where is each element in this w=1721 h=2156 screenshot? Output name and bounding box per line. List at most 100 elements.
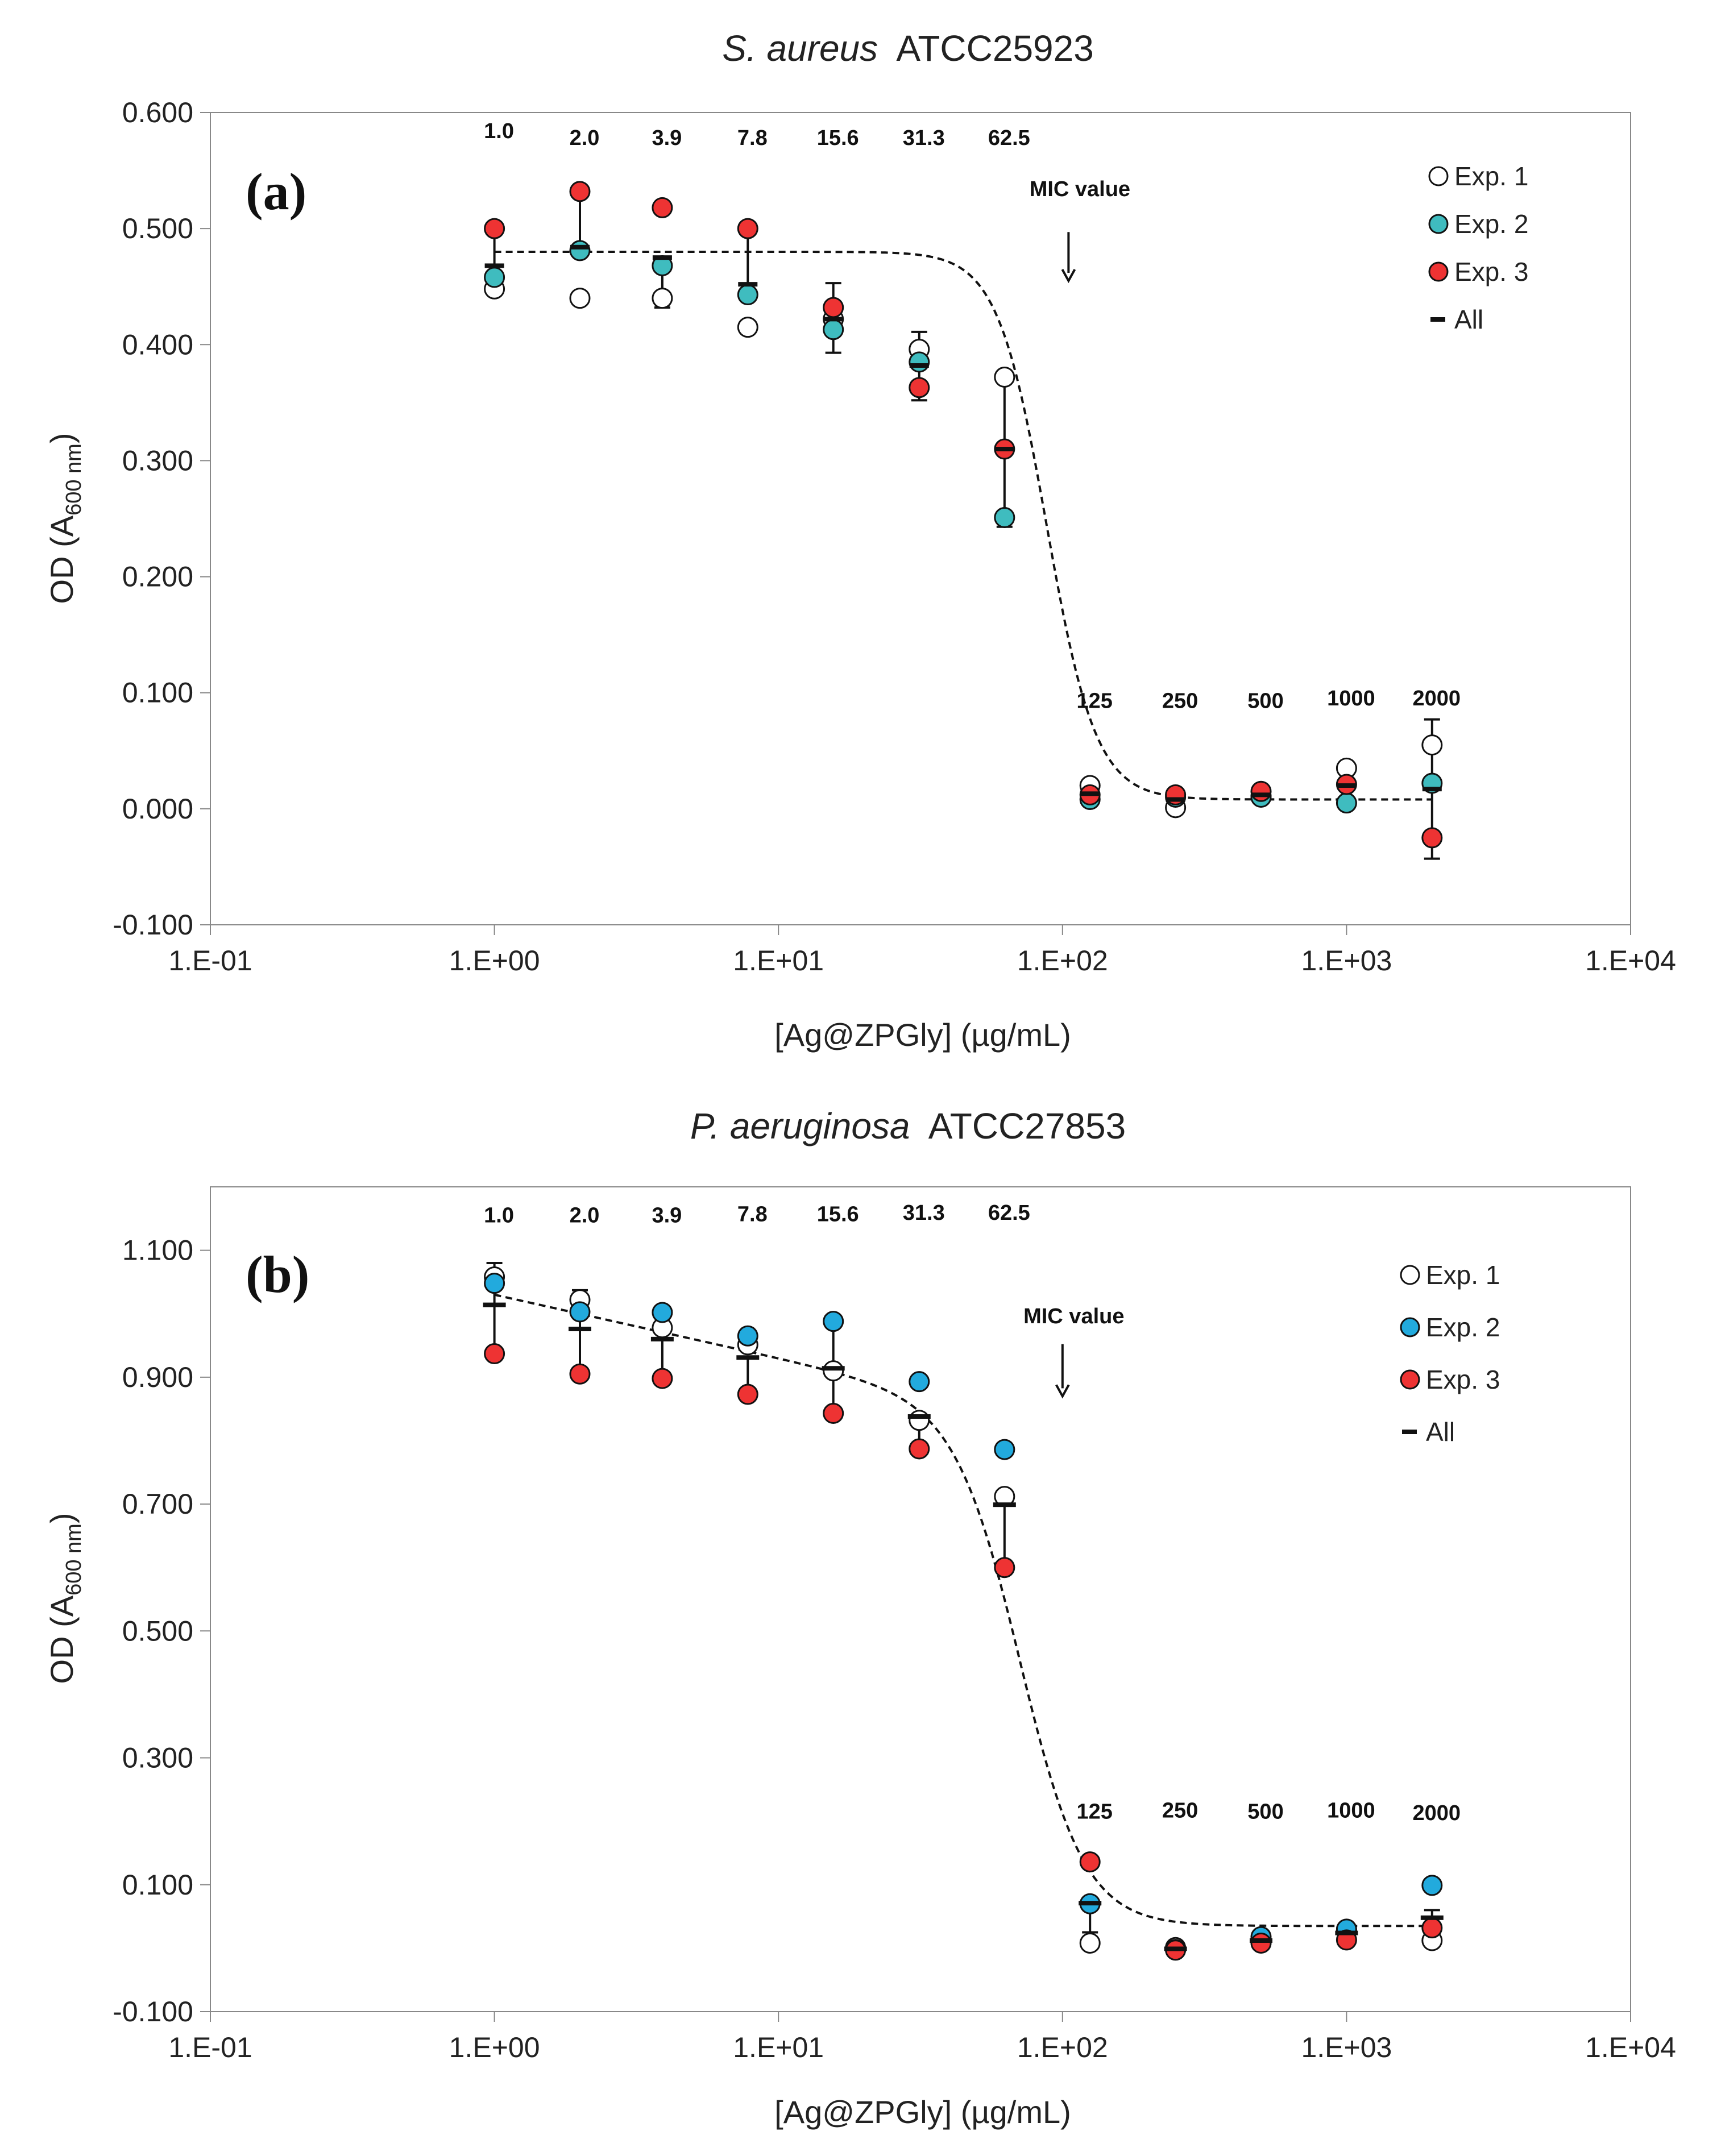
data-point-exp-2 <box>909 1371 930 1393</box>
data-point-exp-2 <box>1421 1875 1443 1896</box>
concentration-label: 500 <box>1247 689 1283 713</box>
mean-marker <box>1337 783 1357 788</box>
data-point-exp-2 <box>569 1301 591 1323</box>
y-tick-label: 1.100 <box>122 1235 193 1266</box>
fit-curve-line <box>494 1293 1432 1927</box>
mean-marker <box>484 263 504 268</box>
y-tick-label: 0.100 <box>122 1869 193 1901</box>
data-point-exp-1 <box>909 1410 930 1431</box>
data-point-exp-3 <box>652 197 673 218</box>
concentration-label: 1.0 <box>484 119 514 143</box>
mean-marker <box>1250 1938 1273 1943</box>
y-tick-label: 0.100 <box>122 677 193 709</box>
x-tick-label: 1.E-01 <box>168 2032 252 2063</box>
data-point-exp-3 <box>569 1363 591 1385</box>
y-tick-label: 0.500 <box>122 213 193 244</box>
legend-label: Exp. 2 <box>1454 209 1528 239</box>
concentration-label: 1000 <box>1327 1798 1375 1822</box>
y-axis-label-subscript: 600 nm <box>62 1523 86 1596</box>
data-points-b <box>484 1266 1443 1961</box>
concentration-label: 62.5 <box>988 126 1030 150</box>
concentration-label: 62.5 <box>988 1201 1030 1225</box>
concentration-label: 3.9 <box>652 1204 682 1228</box>
y-tick-label: -0.100 <box>113 909 193 941</box>
legend-marker <box>1400 1317 1420 1337</box>
concentration-labels-b: 1.0 2.0 3.9 7.8 15.6 31.3 62.5 125 250 500 1000 200… <box>484 1201 1461 1825</box>
legend-label: Exp. 2 <box>1426 1312 1500 1342</box>
mic-label: MIC value <box>1023 1305 1124 1328</box>
data-point-exp-3 <box>737 218 758 239</box>
y-axis-ticks-b: -0.100 0.100 0.300 0.500 0.700 0.900 1.100 <box>113 1235 210 2028</box>
data-point-exp-2 <box>994 1439 1015 1460</box>
concentration-label: 250 <box>1162 689 1198 713</box>
y-tick-label: 0.200 <box>122 561 193 593</box>
y-axis-label-close: ) <box>44 433 80 444</box>
x-tick-label: 1.E+01 <box>733 2032 824 2063</box>
data-point-exp-3 <box>823 297 844 318</box>
mic-arrow-head <box>1061 269 1076 284</box>
data-point-exp-1 <box>737 317 758 338</box>
y-tick-label: 0.400 <box>122 329 193 360</box>
data-point-exp-2 <box>1336 792 1357 814</box>
mean-marker <box>1166 797 1185 802</box>
y-tick-label: 0.300 <box>122 1742 193 1774</box>
x-tick-label: 1.E-01 <box>168 945 252 977</box>
data-point-exp-3 <box>994 1557 1015 1578</box>
data-point-exp-2 <box>823 1311 844 1332</box>
concentration-label: 31.3 <box>903 1201 945 1225</box>
data-point-exp-1 <box>823 1360 844 1382</box>
data-point-exp-2 <box>484 267 505 288</box>
data-point-exp-1 <box>994 366 1015 388</box>
legend-marker <box>1400 1265 1420 1285</box>
data-point-exp-3 <box>1421 827 1443 849</box>
chart-title-strain: ATCC25923 <box>896 28 1093 69</box>
error-bars-a <box>486 190 1440 860</box>
fit-curve-a <box>494 251 1432 801</box>
concentration-label: 250 <box>1162 1798 1198 1822</box>
concentration-label: 500 <box>1247 1800 1283 1824</box>
mean-marker <box>994 447 1014 452</box>
data-point-exp-3 <box>569 181 591 202</box>
data-point-exp-3 <box>1250 1932 1272 1954</box>
data-point-exp-2 <box>994 506 1015 528</box>
y-tick-label: 0.500 <box>122 1615 193 1647</box>
mic-label: MIC value <box>1030 177 1130 201</box>
x-tick-label: 1.E+02 <box>1017 945 1108 977</box>
y-tick-label: 0.000 <box>122 793 193 825</box>
data-point-exp-2 <box>737 1325 758 1347</box>
data-point-exp-3 <box>737 1384 758 1405</box>
mean-marker <box>736 1355 760 1360</box>
concentration-label: 15.6 <box>817 1202 859 1226</box>
data-points-a <box>484 181 1443 849</box>
y-axis-label-main: OD (A <box>44 1595 80 1684</box>
fit-curve-line <box>494 251 1432 801</box>
legend-marker-mean <box>1402 1430 1417 1434</box>
mean-marker <box>1164 1946 1187 1951</box>
mean-marker <box>822 1366 845 1371</box>
concentration-label: 125 <box>1077 689 1113 713</box>
mean-marker <box>652 255 672 260</box>
data-point-exp-2 <box>569 240 591 261</box>
x-tick-label: 1.E+04 <box>1585 2032 1676 2063</box>
data-point-exp-3 <box>1250 780 1272 802</box>
y-tick-label: 0.300 <box>122 445 193 476</box>
mic-annotation-b: MIC value <box>1023 1305 1124 1399</box>
legend-label: All <box>1426 1417 1455 1447</box>
legend-marker <box>1400 1369 1420 1390</box>
concentration-label: 2000 <box>1413 1801 1461 1825</box>
y-axis-label-a: OD (A600 nm) <box>44 433 86 604</box>
data-point-exp-2 <box>737 284 758 306</box>
mean-marker <box>1335 1930 1358 1935</box>
chart-title-b: P. aeruginosa ATCC27853 <box>690 1106 1126 1146</box>
concentration-label: 2000 <box>1413 687 1461 711</box>
y-tick-label: 0.600 <box>122 97 193 128</box>
mean-marker <box>909 363 929 368</box>
mean-marker <box>993 1502 1016 1507</box>
y-tick-label: 0.900 <box>122 1361 193 1393</box>
x-tick-label: 1.E+04 <box>1585 945 1676 977</box>
plot-area-b <box>210 1186 1631 2012</box>
y-axis-label-subscript: 600 nm <box>62 443 86 516</box>
data-point-exp-2 <box>484 1273 505 1294</box>
chart-panel-b: P. aeruginosa ATCC27853 -0.100 0.100 0.300… <box>44 1106 1676 2130</box>
